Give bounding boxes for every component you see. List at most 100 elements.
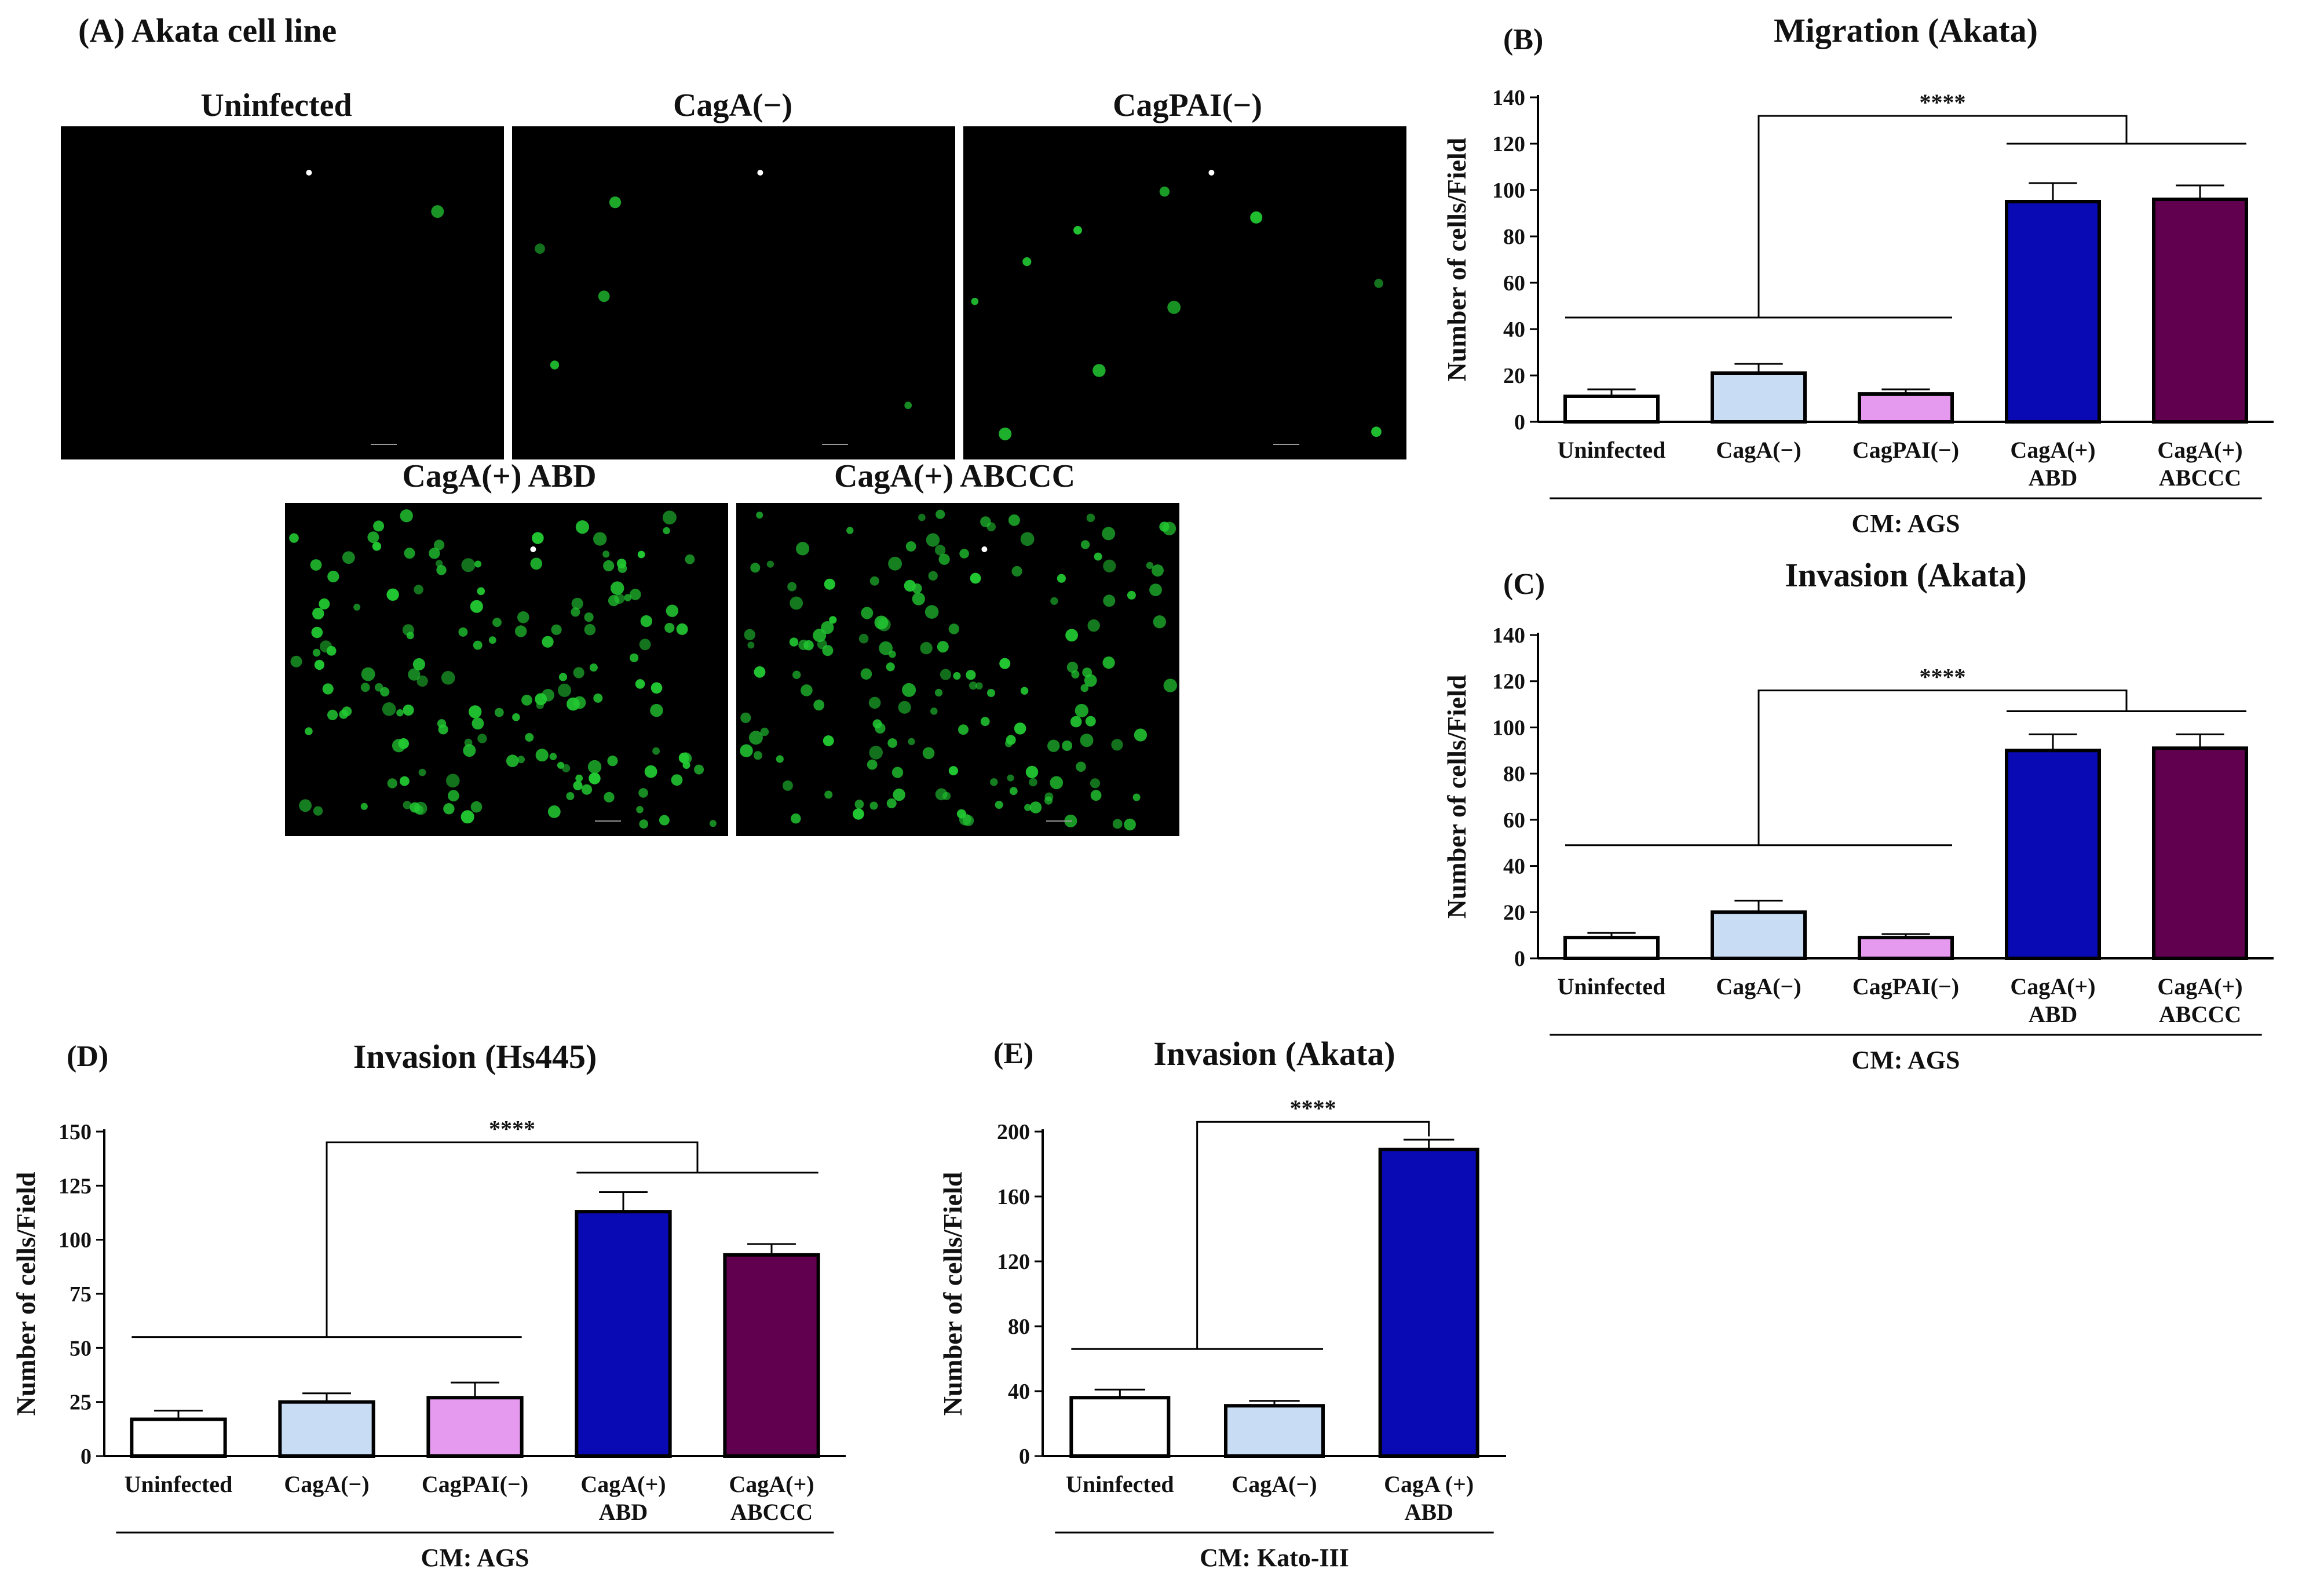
panel-label: (E) (993, 1037, 1033, 1070)
cell-dot (740, 712, 751, 723)
cell-dot (575, 774, 583, 782)
cell-dot (1062, 740, 1073, 751)
micro-image-uninfected (61, 126, 504, 459)
micro-title-cagpai-neg: CagPAI(−) (1113, 87, 1262, 123)
cell-dot (448, 790, 459, 802)
cell-dot (940, 669, 952, 680)
panel-a-label: (A) Akata cell line (78, 12, 337, 49)
cell-dot (1102, 527, 1116, 541)
y-tick-label: 160 (997, 1185, 1030, 1209)
cell-dot (640, 615, 653, 628)
bar (2151, 198, 2249, 424)
cell-dot (1047, 739, 1060, 752)
cell-dot (360, 683, 370, 692)
cell-dot (310, 559, 322, 571)
cell-dot (776, 755, 784, 763)
micro-title-uninfected: Uninfected (200, 87, 352, 123)
y-tick-label: 125 (59, 1174, 92, 1198)
cell-dot (694, 764, 704, 775)
micro-background (736, 503, 1179, 836)
y-tick-label: 120 (1492, 132, 1525, 156)
cell-dot (571, 597, 583, 610)
panel-a-microscopy: (A) Akata cell line Uninfected CagA(−) C… (61, 12, 1406, 836)
cell-dot (575, 520, 590, 534)
cell-dot (869, 746, 883, 760)
cell-dot (887, 738, 897, 748)
cell-dot (312, 648, 321, 657)
cell-dot (644, 765, 657, 778)
micro-title-caga-neg: CagA(−) (673, 87, 792, 123)
cell-dot (360, 802, 368, 810)
cell-dot (1050, 597, 1058, 605)
cell-dot (908, 738, 915, 745)
cell-dot (1076, 761, 1086, 772)
cell-dot (630, 653, 639, 662)
y-tick-label: 60 (1503, 271, 1525, 296)
cell-dot (372, 542, 382, 551)
cell-dot (813, 699, 825, 711)
bar (1857, 936, 1954, 960)
category-label: CagA(−) (1716, 973, 1801, 999)
cell-dot (313, 806, 323, 816)
cell-dot (373, 520, 385, 532)
cell-dot (893, 788, 905, 801)
cell-dot (434, 539, 445, 550)
cell-dot (429, 548, 440, 559)
cell-dot (319, 598, 330, 610)
y-tick-label: 80 (1503, 225, 1525, 249)
y-tick-label: 80 (1008, 1315, 1030, 1339)
cell-dot (928, 571, 938, 581)
y-tick-label: 140 (1492, 86, 1525, 110)
cell-dot (573, 667, 584, 678)
cell-dot (1082, 667, 1092, 677)
chart-b-migration: (B) Migration (Akata) Number of cells/Fiel… (1442, 12, 2274, 538)
cell-dot (630, 589, 641, 600)
cell-dot (567, 697, 580, 711)
cell-dot (975, 682, 983, 690)
cell-dot (650, 703, 663, 717)
cell-dot (744, 629, 755, 641)
category-label: ABCCC (730, 1499, 813, 1525)
cell-dot (1075, 703, 1088, 718)
cell-dot (1087, 619, 1100, 632)
cell-dot (651, 682, 663, 694)
cell-dot (747, 641, 755, 649)
cell-dot (386, 588, 399, 601)
chart-c-invasion: (C) Invasion (Akata) Number of cells/Field… (1442, 556, 2274, 1074)
cell-dot (1020, 532, 1035, 546)
cell-dot (506, 754, 519, 767)
y-tick-label: 0 (1514, 410, 1525, 435)
cell-dot (441, 671, 455, 685)
cell-dot (889, 650, 896, 658)
bar (1563, 936, 1660, 960)
cell-dot (464, 738, 473, 747)
category-label: ABD (2029, 465, 2077, 491)
cell-dot (396, 709, 404, 717)
cell-dot (1022, 257, 1032, 267)
category-label: CagPAI(−) (1852, 437, 1959, 463)
cell-dot (1103, 559, 1116, 573)
cell-dot (639, 819, 648, 829)
cell-dot (542, 688, 554, 702)
cell-dot (1044, 792, 1054, 801)
cell-dot (869, 801, 878, 810)
cell-dot (748, 731, 763, 745)
cell-dot (290, 655, 302, 667)
cell-dot (676, 623, 688, 635)
cell-dot (787, 582, 797, 592)
y-tick-label: 120 (1492, 670, 1525, 694)
cell-dot (392, 739, 406, 753)
cell-dot (289, 533, 299, 543)
cell-dot (959, 813, 971, 826)
cell-dot (584, 623, 596, 636)
cell-dot (611, 581, 624, 595)
cell-dot (824, 578, 835, 590)
cell-dot (1124, 818, 1136, 831)
cell-dot (1073, 226, 1082, 235)
cell-dot (530, 557, 543, 570)
cell-dot (557, 761, 565, 769)
marker-dot (1208, 170, 1215, 176)
cell-dot (1071, 670, 1080, 678)
cell-dot (791, 813, 801, 824)
cell-dot (320, 640, 332, 653)
